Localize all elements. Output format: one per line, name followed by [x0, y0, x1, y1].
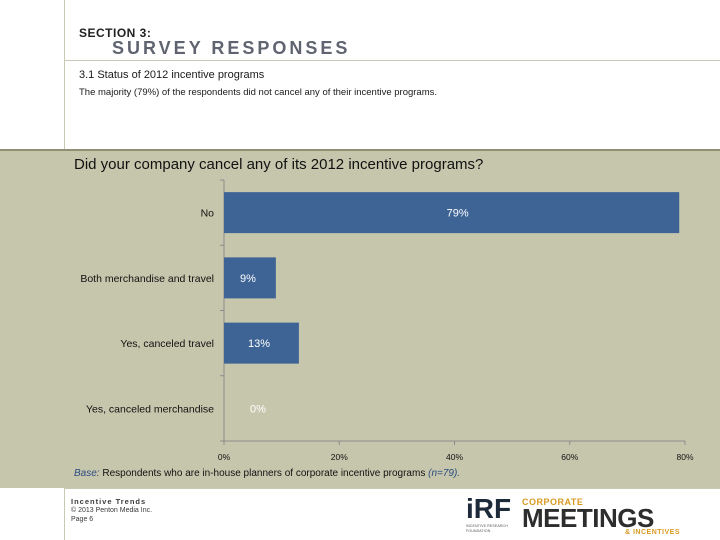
category-label: Both merchandise and travel [80, 273, 214, 285]
section-label: SECTION 3: [79, 26, 152, 40]
x-tick-label: 40% [446, 452, 463, 462]
footer-divider [64, 488, 720, 489]
category-label: Yes, canceled merchandise [86, 403, 214, 415]
base-note-prefix: Base: [74, 468, 100, 479]
irf-logo-subtext: INCENTIVE RESEARCH FOUNDATION [466, 524, 508, 533]
data-label: 9% [240, 273, 256, 285]
meetings-logo-meetings: MEETINGS [522, 503, 654, 533]
left-rule-line [64, 0, 65, 150]
footer: Incentive Trends © 2013 Penton Media Inc… [71, 497, 152, 524]
data-label: 79% [447, 208, 469, 220]
x-tick-label: 20% [331, 452, 348, 462]
x-tick-label: 0% [218, 452, 231, 462]
bar [224, 192, 680, 234]
x-tick-label: 60% [561, 452, 578, 462]
meetings-logo: CORPORATE MEETINGS & INCENTIVES [522, 497, 684, 537]
footer-title: Incentive Trends [71, 497, 147, 506]
footer-copyright: © 2013 Penton Media Inc. [71, 507, 153, 514]
chart-title: Did your company cancel any of its 2012 … [74, 156, 484, 173]
footer-page-number: Page 6 [71, 516, 94, 523]
x-tick-label: 80% [676, 452, 693, 462]
base-note-sample-size: (n=79). [428, 468, 461, 479]
header-divider [64, 60, 720, 61]
base-note-text: Respondents who are in-house planners of… [99, 468, 429, 479]
sub-heading: 3.1 Status of 2012 incentive programs [79, 69, 265, 81]
meetings-logo-incentives: & INCENTIVES [624, 529, 680, 536]
data-label: 0% [250, 403, 266, 415]
meetings-logo-corporate: CORPORATE [522, 497, 584, 507]
section-title: SURVEY RESPONSES [112, 38, 351, 58]
category-label: Yes, canceled travel [120, 338, 214, 350]
irf-logo-text: iRF [466, 493, 512, 524]
category-label: No [201, 208, 215, 220]
footer-rule-line [64, 488, 65, 540]
irf-logo: iRF INCENTIVE RESEARCH FOUNDATION [466, 494, 518, 538]
bar [224, 322, 299, 364]
base-note: Base: Respondents who are in-house plann… [74, 468, 460, 479]
bar [224, 257, 276, 299]
data-label: 13% [248, 338, 270, 350]
summary-text: The majority (79%) of the respondents di… [79, 87, 438, 98]
